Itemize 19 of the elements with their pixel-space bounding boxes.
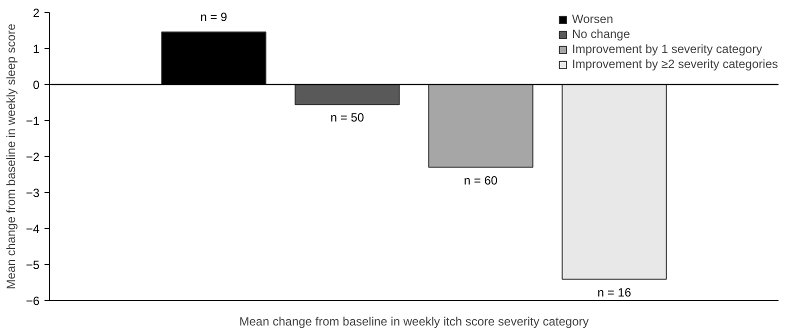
y-axis-title: Mean change from baseline in weekly sleep score xyxy=(4,23,18,290)
y-tick-label: −5 xyxy=(26,258,40,272)
legend-label: No change xyxy=(572,27,630,41)
annotation: n = 50 xyxy=(330,110,364,125)
y-tick-label: −1 xyxy=(26,114,40,128)
legend-label: Worsen xyxy=(572,12,614,26)
y-tick-label: −6 xyxy=(26,294,40,308)
y-tick-label: 0 xyxy=(32,78,40,92)
annotation: n = 16 xyxy=(597,285,632,300)
y-tick-label: −2 xyxy=(26,150,40,164)
y-tick-label: −4 xyxy=(26,222,40,236)
x-axis-title: Mean change from baseline in weekly itch score severity category xyxy=(239,314,589,328)
legend-label: Improvement by ≥2 severity categories xyxy=(572,57,778,71)
y-tick-label: 2 xyxy=(32,6,40,20)
annotation: n = 60 xyxy=(464,173,498,188)
y-tick-label: −3 xyxy=(26,186,40,200)
annotation: n = 9 xyxy=(200,10,228,24)
y-tick-label: 1 xyxy=(32,42,40,56)
legend-label: Improvement by 1 severity category xyxy=(572,42,762,56)
